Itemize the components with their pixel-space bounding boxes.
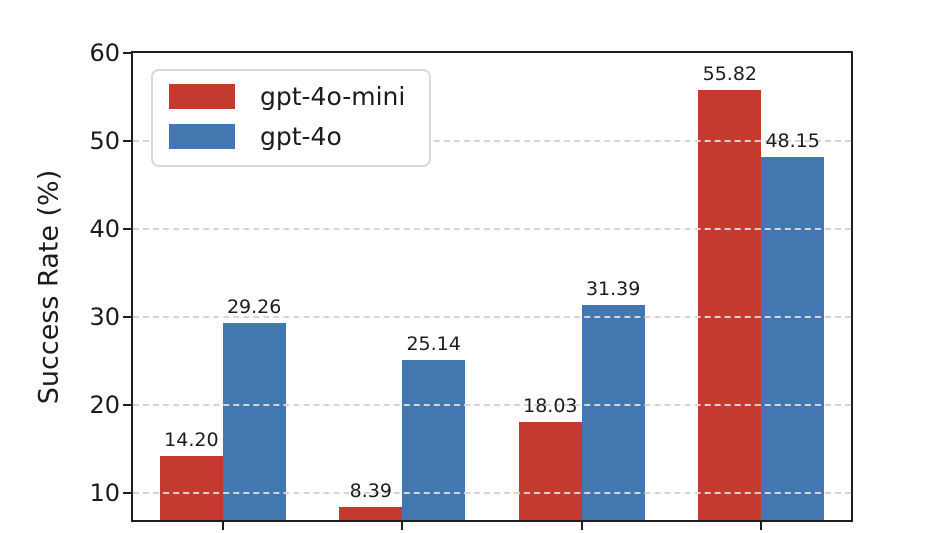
bar-gpt-4o-group-1 xyxy=(222,323,286,520)
gridline xyxy=(133,403,851,406)
legend-swatch-gpt-4o-mini-icon xyxy=(169,84,235,109)
bar-value-label: 14.20 xyxy=(164,428,219,451)
legend-label: gpt-4o xyxy=(260,122,342,151)
bar-value-label: 55.82 xyxy=(702,62,758,85)
bar-value-label: 25.14 xyxy=(406,332,461,355)
bar-value-label: 8.39 xyxy=(349,479,392,502)
bar-gpt-4o-mini-group-3 xyxy=(518,422,582,520)
bar-gpt-4o-mini-group-2 xyxy=(339,506,403,520)
bar-gpt-4o-mini-group-1 xyxy=(159,455,223,520)
x-tick xyxy=(580,522,583,530)
y-axis-label: Success Rate (%) xyxy=(33,169,65,405)
bar-gpt-4o-mini-group-4 xyxy=(698,89,762,520)
plot-area: 14.20 29.26 8.39 25.14 18.03 31.39 55.82 48.15 … xyxy=(131,51,853,530)
y-tick xyxy=(123,139,132,142)
gridline xyxy=(133,139,851,142)
y-tick xyxy=(123,227,132,230)
bar-gpt-4o-group-4 xyxy=(761,157,825,520)
y-tick-label: 40 xyxy=(89,214,120,243)
bar-gpt-4o-group-3 xyxy=(581,304,645,520)
x-tick xyxy=(760,522,763,530)
y-tick xyxy=(123,52,132,54)
legend-row: gpt-4o xyxy=(169,123,405,150)
x-tick xyxy=(221,522,224,530)
gridline xyxy=(133,315,851,318)
y-tick-label: 30 xyxy=(89,302,120,331)
bar-value-label: 29.26 xyxy=(226,296,282,319)
gridline xyxy=(133,227,851,230)
gridline xyxy=(133,491,851,494)
y-tick xyxy=(123,315,132,318)
bar-value-label: 18.03 xyxy=(523,395,578,418)
y-tick-label: 10 xyxy=(89,478,120,507)
x-tick xyxy=(401,522,404,530)
legend-label: gpt-4o-mini xyxy=(260,82,406,111)
legend: gpt-4o-mini gpt-4o xyxy=(151,69,432,167)
bar-value-label: 31.39 xyxy=(585,277,641,300)
y-tick xyxy=(123,403,132,406)
y-tick xyxy=(123,491,132,494)
y-tick-label: 60 xyxy=(89,39,120,67)
y-tick-label: 20 xyxy=(89,390,120,419)
bar-value-label: 48.15 xyxy=(765,130,820,153)
y-tick-label: 50 xyxy=(89,126,120,155)
legend-row: gpt-4o-mini xyxy=(169,83,405,110)
legend-swatch-gpt-4o-icon xyxy=(169,124,235,149)
